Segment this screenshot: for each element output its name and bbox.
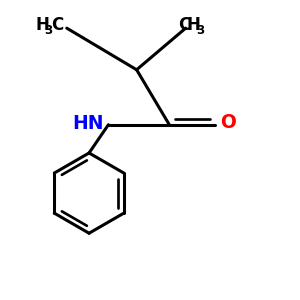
- Text: H: H: [186, 16, 200, 34]
- Text: C: C: [51, 16, 64, 34]
- Text: C: C: [178, 16, 190, 34]
- Text: HN: HN: [72, 114, 104, 133]
- Text: H: H: [36, 16, 50, 34]
- Text: 3: 3: [44, 24, 52, 37]
- Text: O: O: [220, 113, 236, 132]
- Text: 3: 3: [196, 24, 204, 37]
